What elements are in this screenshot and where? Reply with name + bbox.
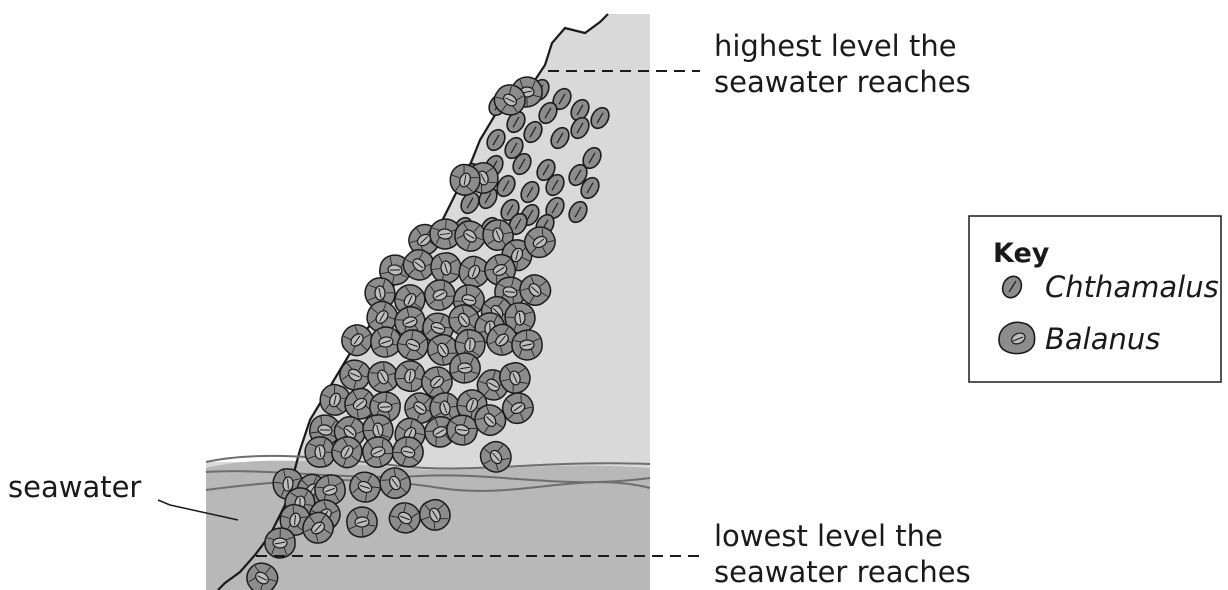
balanus-barnacle	[449, 352, 481, 384]
chthamalus-barnacle	[460, 191, 480, 215]
balanus-barnacle	[426, 333, 459, 366]
balanus-barnacle	[366, 300, 398, 333]
balanus-barnacle	[458, 255, 490, 288]
chthamalus-barnacle	[506, 110, 526, 134]
balanus-barnacle	[370, 326, 402, 358]
balanus-barnacle	[448, 304, 481, 336]
balanus-barnacle	[430, 252, 462, 284]
balanus-barnacle	[501, 392, 534, 425]
chthamalus-barnacle	[512, 152, 532, 176]
balanus-barnacle	[367, 361, 399, 394]
key-balanus-label: Balanus	[1045, 322, 1160, 356]
balanus-barnacle	[362, 414, 394, 446]
chthamalus-barnacle	[486, 128, 506, 152]
balanus-barnacle	[314, 474, 346, 506]
balanus-barnacle	[479, 440, 512, 473]
balanus-barnacle	[391, 436, 424, 468]
balanus-barnacle	[493, 84, 526, 116]
chthamalus-barnacle	[536, 158, 556, 182]
balanus-barnacle	[524, 226, 556, 259]
balanus-barnacle	[246, 562, 279, 590]
seawater-label: seawater	[8, 470, 141, 504]
chthamalus-barnacle	[568, 200, 588, 224]
balanus-barnacle	[474, 404, 507, 437]
key-title: Key	[993, 238, 1050, 269]
balanus-barnacle	[499, 362, 531, 394]
balanus-barnacle	[364, 277, 396, 309]
balanus-barnacle	[304, 436, 336, 468]
balanus-barnacle	[429, 218, 461, 250]
balanus-barnacle	[419, 498, 451, 531]
seawater-leader-line	[157, 499, 239, 521]
balanus-barnacle	[396, 329, 429, 361]
balanus-barnacle	[379, 467, 412, 500]
balanus-barnacle	[511, 329, 543, 361]
chthamalus-barnacle	[545, 173, 565, 197]
balanus-barnacle	[449, 163, 481, 196]
chthamalus-barnacle	[504, 136, 524, 160]
chthamalus-barnacle	[538, 101, 558, 125]
balanus-barnacle	[454, 328, 486, 361]
balanus-barnacle	[388, 502, 421, 534]
lowest-level-label-line1: lowest level the	[714, 519, 943, 553]
balanus-icon	[998, 321, 1036, 355]
balanus-barnacle	[339, 359, 372, 391]
chthamalus-barnacle	[570, 116, 590, 140]
chthamalus-barnacle	[496, 174, 516, 198]
chthamalus-barnacle	[590, 106, 610, 130]
chthamalus-barnacle	[568, 163, 588, 187]
balanus-barnacle	[349, 471, 382, 503]
balanus-barnacle	[394, 360, 426, 393]
balanus-barnacle	[302, 511, 335, 544]
chthamalus-barnacle	[580, 176, 600, 200]
balanus-barnacle	[341, 324, 373, 357]
balanus-barnacle	[346, 506, 378, 538]
balanus-barnacle	[344, 387, 377, 420]
highest-level-label-line1: highest level the	[714, 29, 957, 63]
balanus-barnacle	[362, 436, 394, 468]
chthamalus-barnacle	[570, 98, 590, 122]
balanus-barnacle	[331, 436, 363, 469]
chthamalus-barnacle	[520, 180, 540, 204]
balanus-barnacle	[402, 249, 435, 281]
balanus-barnacle	[319, 383, 351, 416]
lowest-level-label-line2: seawater reaches	[714, 555, 971, 589]
balanus-barnacle	[264, 527, 296, 559]
chthamalus-barnacle	[550, 126, 570, 150]
chthamalus-barnacle	[523, 120, 543, 144]
key-box: Key Chthamalus Balanus	[968, 215, 1222, 383]
highest-level-label-line2: seawater reaches	[714, 65, 971, 99]
balanus-barnacle	[504, 302, 536, 334]
chthamalus-barnacle	[545, 196, 565, 220]
balanus-barnacle	[446, 414, 479, 446]
barnacle-population	[246, 76, 610, 590]
key-chthamalus-label: Chthamalus	[1045, 270, 1219, 304]
chthamalus-icon	[1001, 275, 1023, 299]
balanus-barnacle	[519, 274, 552, 307]
